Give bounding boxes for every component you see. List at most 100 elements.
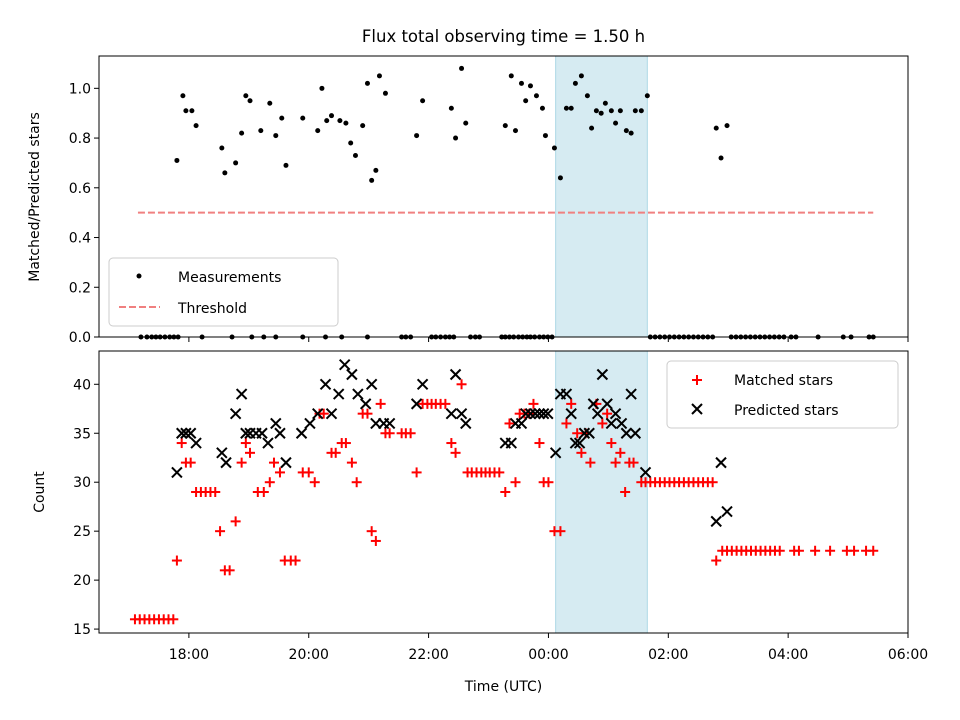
measurement-point [324,118,330,124]
measurement-point [189,108,195,114]
measurement-point [283,162,289,168]
predicted-marker [721,505,733,518]
x-tick-label: 04:00 [768,647,808,663]
predicted-marker [587,398,600,410]
measurement-point [563,105,569,111]
legend-matched-label: Matched stars [734,373,833,389]
matched-marker [793,545,804,556]
measurement-point [360,123,366,129]
x-tick-label: 02:00 [648,647,688,663]
y-tick-label: 40 [73,377,91,393]
predicted-marker [449,368,462,381]
predicted-marker [346,368,358,381]
y-tick-label: 25 [73,524,91,540]
matched-marker [405,428,416,439]
matched-marker [628,457,639,468]
y-tick-label: 0.6 [69,181,91,197]
measurement-point [222,170,228,176]
matched-marker [602,408,613,419]
measurement-point [593,108,599,114]
matched-marker [440,398,451,409]
predicted-marker [596,368,609,381]
predicted-marker [352,388,364,400]
predicted-marker [175,427,188,439]
measurement-point [279,115,285,121]
predicted-marker [573,437,586,449]
matched-marker [309,477,320,488]
matched-marker [215,526,226,537]
matched-marker [210,487,221,497]
matched-marker [450,447,461,458]
predicted-marker [338,359,351,371]
measurement-point [463,120,469,126]
measurement-point [628,130,634,136]
measurement-point [376,73,382,79]
measurement-point [382,90,388,96]
predicted-marker [537,407,550,420]
measurement-point [247,98,253,104]
matched-marker [597,418,608,429]
matched-marker [566,398,577,409]
predicted-marker [519,407,532,420]
measurement-point [219,145,225,151]
predicted-marker [583,427,595,439]
predicted-marker [216,447,228,459]
matched-marker [510,477,521,488]
x-tick-label: 22:00 [408,647,448,663]
predicted-marker [609,407,622,420]
measurement-point [578,73,584,79]
predicted-marker [565,407,577,420]
matched-marker [230,516,241,527]
matched-marker [494,467,505,478]
predicted-marker [625,388,637,400]
predicted-marker [180,427,192,439]
x-tick-label: 20:00 [289,647,329,663]
matched-marker [236,457,247,468]
legend-box [666,360,899,429]
y-tick-label: 0.4 [69,231,91,247]
measurement-point [183,108,189,114]
predicted-marker [569,437,582,449]
predicted-marker [560,388,573,400]
measurement-point [584,93,590,99]
predicted-marker [280,456,292,469]
predicted-marker [639,466,652,479]
predicted-marker [542,407,554,420]
predicted-marker [629,427,642,439]
measurement-point [453,135,459,141]
measurement-point [343,120,349,126]
measurement-point [539,105,545,111]
measurement-point [638,108,644,114]
matched-marker [375,398,386,409]
measurement-point [527,83,533,89]
predicted-marker [505,437,517,449]
y-tick-label: 30 [73,475,91,491]
measurement-point [523,98,529,104]
matched-marker [810,545,821,556]
predicted-marker [615,417,628,430]
matched-marker [240,438,251,449]
measurement-point [352,152,358,158]
matched-marker [500,487,511,497]
matched-marker [346,457,357,468]
predicted-marker [460,417,472,430]
matched-marker [606,438,617,449]
matched-marker [534,438,545,449]
measurement-point [258,128,264,134]
axes-frame [98,55,909,338]
measurement-point [369,177,375,183]
predicted-marker [710,515,722,528]
predicted-marker [190,437,202,449]
measurement-point [632,108,638,114]
measurement-point [239,130,245,136]
measurement-point [713,125,719,131]
predicted-marker [515,417,528,430]
predicted-marker [549,447,562,459]
predicted-marker [184,427,197,439]
matched-marker [303,467,314,478]
predicted-marker [304,417,316,430]
predicted-marker [332,388,345,400]
predicted-marker [240,427,252,439]
legend-matched-marker [692,375,702,385]
matched-marker [384,428,395,439]
